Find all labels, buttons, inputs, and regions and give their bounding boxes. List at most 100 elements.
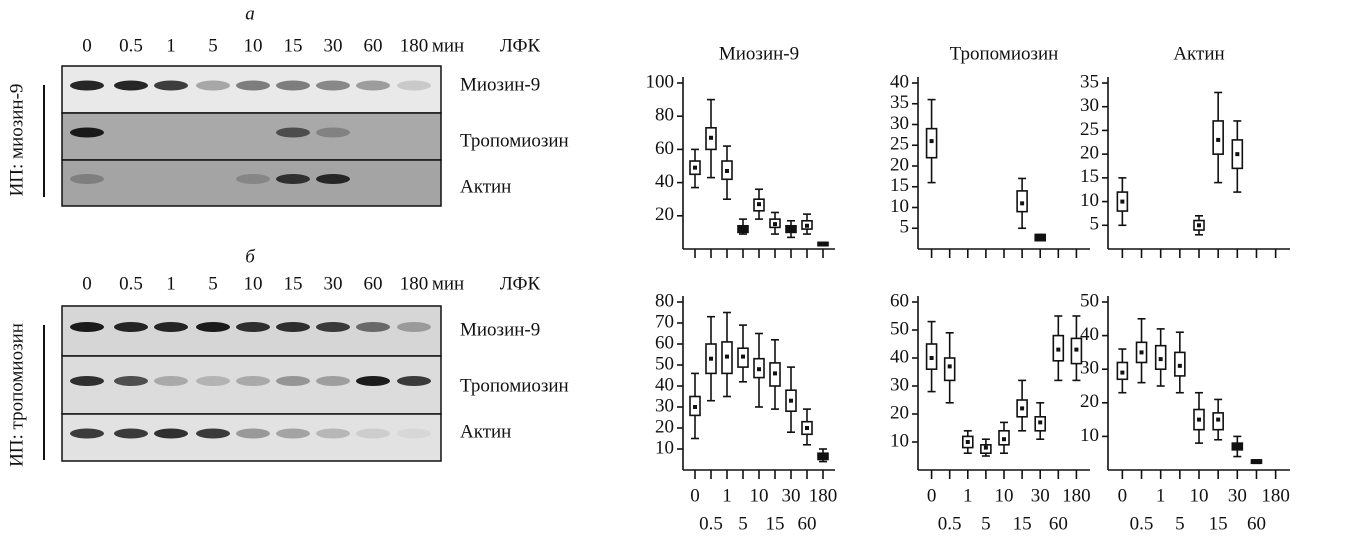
y-tick-label: 20 [890, 154, 909, 175]
y-tick-label: 10 [890, 196, 909, 217]
y-tick-label: 15 [890, 175, 909, 196]
y-tick-label: 10 [1080, 190, 1099, 211]
lane-label: 1 [166, 35, 176, 56]
box [925, 127, 938, 159]
lane-label: 0 [82, 35, 92, 56]
median [1056, 347, 1061, 352]
x-tick-label: 30 [1031, 485, 1050, 506]
y-tick-label: 35 [890, 92, 909, 113]
median [1120, 370, 1125, 375]
median [1038, 234, 1043, 239]
y-tick-label: 35 [1080, 71, 1099, 92]
x-tick-label: 0 [690, 485, 700, 506]
blot-band [196, 376, 230, 386]
x-tick-label: 0.5 [938, 513, 962, 534]
blot-band [276, 80, 310, 91]
median [1120, 199, 1125, 204]
blot-band [316, 376, 350, 386]
chart-title: Актин [1173, 43, 1224, 64]
median [693, 405, 697, 409]
x-tick-label: 1 [1156, 485, 1166, 506]
median [1235, 444, 1240, 449]
lane-label: 180 [400, 273, 429, 294]
blot-band [70, 80, 104, 91]
median [1197, 223, 1201, 228]
y-tick-label: 25 [1080, 119, 1099, 140]
blot-strip [61, 159, 442, 207]
y-tick-label: 10 [1080, 425, 1099, 446]
median [1197, 417, 1201, 422]
median [789, 227, 793, 232]
x-tick-label: 10 [750, 485, 769, 506]
lane-label: 30 [324, 273, 343, 294]
median [1216, 417, 1221, 422]
x-tick-label: 0 [1118, 485, 1128, 506]
blot-band [316, 428, 350, 439]
median [741, 354, 745, 359]
median [757, 367, 761, 372]
blot-band [316, 127, 350, 138]
box [943, 357, 956, 382]
blot-band [154, 376, 188, 386]
blot-band [316, 322, 350, 332]
blot-band [114, 322, 148, 332]
blot-band [316, 80, 350, 91]
median [757, 202, 761, 207]
median [947, 364, 952, 369]
x-tick-label: 180 [1261, 485, 1290, 506]
x-tick-label: 30 [782, 485, 801, 506]
time-unit: мин [432, 273, 464, 294]
median [1139, 350, 1144, 355]
blot-band [276, 322, 310, 332]
median [709, 356, 713, 361]
lane-label: 30 [324, 35, 343, 56]
x-tick-label: 15 [1209, 513, 1228, 534]
box [1212, 120, 1224, 155]
y-tick-label: 70 [655, 311, 674, 332]
blot-band [356, 80, 390, 91]
lane-label: 180 [400, 35, 429, 56]
median [1158, 357, 1163, 362]
row-label: Тропомиозин [460, 130, 569, 151]
lane-label: 5 [208, 35, 218, 56]
blot-band [70, 376, 104, 386]
blot-band [397, 322, 431, 332]
blot-band [196, 322, 230, 332]
blot-band [276, 428, 310, 439]
y-tick-label: 5 [900, 217, 910, 238]
y-tick-label: 50 [1080, 290, 1099, 311]
median [693, 165, 697, 170]
time-unit: мин [432, 35, 464, 56]
y-tick-label: 30 [1080, 358, 1099, 379]
x-tick-label: 10 [1190, 485, 1209, 506]
median [1074, 347, 1079, 352]
y-tick-label: 20 [1080, 143, 1099, 164]
y-tick-label: 20 [1080, 391, 1099, 412]
median [725, 354, 729, 359]
y-tick-label: 60 [890, 290, 909, 311]
lane-label: 1 [166, 273, 176, 294]
lane-label: 60 [364, 273, 383, 294]
blot-band [114, 80, 148, 91]
chart-title: Тропомиозин [950, 43, 1059, 64]
y-tick-label: 60 [655, 332, 674, 353]
blot-band [236, 428, 270, 439]
y-tick-label: 30 [655, 395, 674, 416]
blot-band [154, 322, 188, 332]
lane-label: 10 [244, 35, 263, 56]
x-tick-label: 60 [798, 513, 817, 534]
panel-letter: а [245, 3, 255, 24]
blot-band [397, 376, 431, 386]
y-tick-label: 40 [1080, 324, 1099, 345]
blot-band [70, 127, 104, 138]
x-tick-label: 5 [1175, 513, 1185, 534]
median [789, 398, 793, 403]
panel-letter: б [245, 246, 256, 267]
blot-band [236, 174, 270, 184]
blot-band [397, 428, 431, 439]
treatment-label: ЛФК [500, 35, 541, 56]
median [709, 135, 713, 140]
median [725, 168, 729, 173]
x-tick-label: 15 [1013, 513, 1032, 534]
blot-band [70, 322, 104, 332]
